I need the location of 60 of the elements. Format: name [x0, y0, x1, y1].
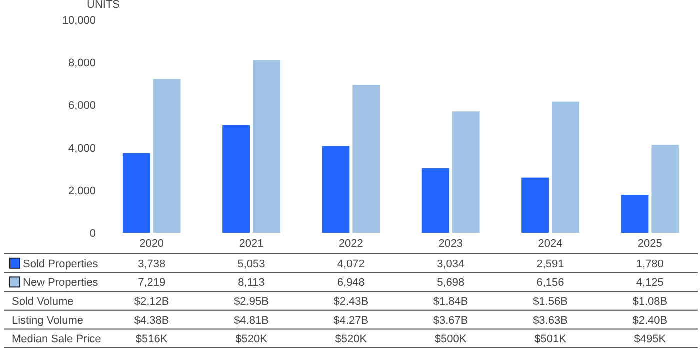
bar: [253, 60, 280, 233]
text: Median Sale Price: [12, 334, 102, 346]
text: $3.67B: [433, 314, 468, 327]
data-label: 4,072: [337, 258, 365, 270]
text: $2.40B: [632, 314, 668, 327]
x-tick-label: 2022: [338, 238, 364, 250]
bar: [322, 146, 350, 233]
bar: [222, 125, 250, 233]
data-label: 1,780: [636, 258, 664, 270]
bar: [122, 153, 150, 233]
x-tick-label: 2024: [538, 238, 563, 250]
text: $1.84B: [433, 296, 468, 308]
x-tick-label: 2021: [239, 238, 264, 250]
text: $501K: [534, 334, 568, 346]
data-label: 5,698: [437, 277, 465, 290]
text: $520K: [335, 334, 368, 346]
bar: [452, 112, 480, 233]
data-label: 3,034: [437, 258, 465, 270]
y-tick-label: 0: [90, 228, 96, 240]
y-tick-label: 2,000: [68, 185, 96, 198]
text: Listing Volume: [12, 314, 84, 327]
y-tick-label: 10,000: [62, 15, 96, 27]
data-label: 8,113: [238, 277, 265, 290]
y-axis-title: UNITS: [87, 0, 120, 11]
x-tick-label: 2020: [140, 238, 164, 250]
x-tick-label: 2025: [638, 238, 662, 250]
text: $516K: [136, 334, 168, 346]
bar: [552, 102, 580, 233]
text: $2.43B: [334, 296, 369, 308]
text: $3.63B: [533, 314, 568, 327]
text: $495K: [634, 334, 667, 346]
bar: [153, 79, 181, 233]
text: $500K: [434, 334, 468, 346]
text: $4.27B: [334, 314, 369, 327]
bar: [422, 168, 450, 233]
data-label: 2,591: [536, 258, 564, 270]
y-tick-label: 8,000: [68, 58, 96, 70]
legend-label: Sold Properties: [23, 258, 99, 270]
data-label: 7,219: [138, 277, 166, 290]
text: $4.38B: [134, 314, 170, 327]
text: $1.08B: [632, 296, 668, 308]
data-label: 6,948: [337, 277, 365, 290]
x-tick-label: 2023: [438, 238, 464, 250]
text: $2.12B: [134, 296, 170, 308]
data-label: 6,156: [536, 277, 564, 290]
text: $4.81B: [234, 314, 269, 327]
bar: [522, 178, 549, 233]
text: Sold Volume: [12, 296, 74, 308]
y-tick-label: 6,000: [68, 100, 96, 112]
text: $520K: [236, 334, 268, 346]
bar: [352, 85, 380, 233]
data-label: 3,738: [138, 258, 166, 270]
bar: [652, 145, 680, 233]
text: $2.95B: [234, 296, 269, 308]
y-tick-label: 4,000: [68, 142, 96, 155]
data-label: 5,053: [238, 258, 266, 270]
data-label: 4,125: [636, 277, 664, 290]
text: $1.56B: [533, 296, 568, 308]
bar: [621, 195, 649, 233]
legend-label: New Properties: [23, 277, 99, 290]
